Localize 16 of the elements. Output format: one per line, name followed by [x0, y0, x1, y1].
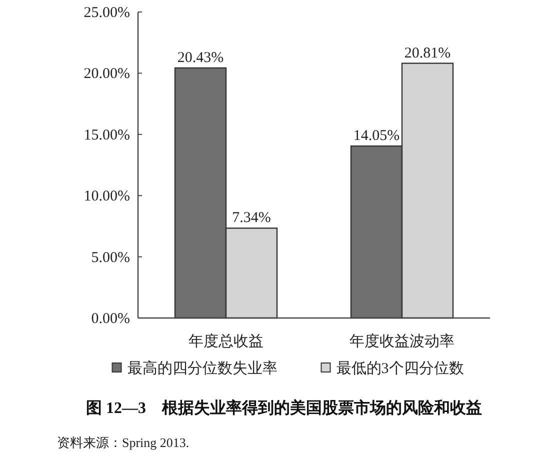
annotations: 资料来源：Spring 2013. [57, 435, 190, 450]
legend-label: 最低的3个四分位数 [336, 360, 464, 377]
x-tick-label: 年度总收益 [188, 333, 264, 350]
y-tick-label: 20.00% [84, 66, 130, 82]
title: 图 12—3 根据失业率得到的美国股票市场的风险和收益 [86, 400, 482, 417]
y-tick-label: 25.00% [84, 5, 130, 21]
legend-label: 最高的四分位数失业率 [127, 360, 278, 377]
data-label: 20.81% [404, 45, 451, 62]
data-label: 14.05% [353, 128, 400, 144]
y-tick-label: 0.00% [91, 311, 130, 327]
data-label: 7.34% [232, 210, 271, 226]
y-tick-label: 10.00% [84, 188, 130, 205]
y-tick-label: 15.00% [84, 127, 130, 144]
y-tick-label: 5.00% [91, 250, 130, 266]
data-label: 20.43% [177, 50, 224, 66]
x-tick-label: 年度收益波动率 [350, 333, 454, 350]
